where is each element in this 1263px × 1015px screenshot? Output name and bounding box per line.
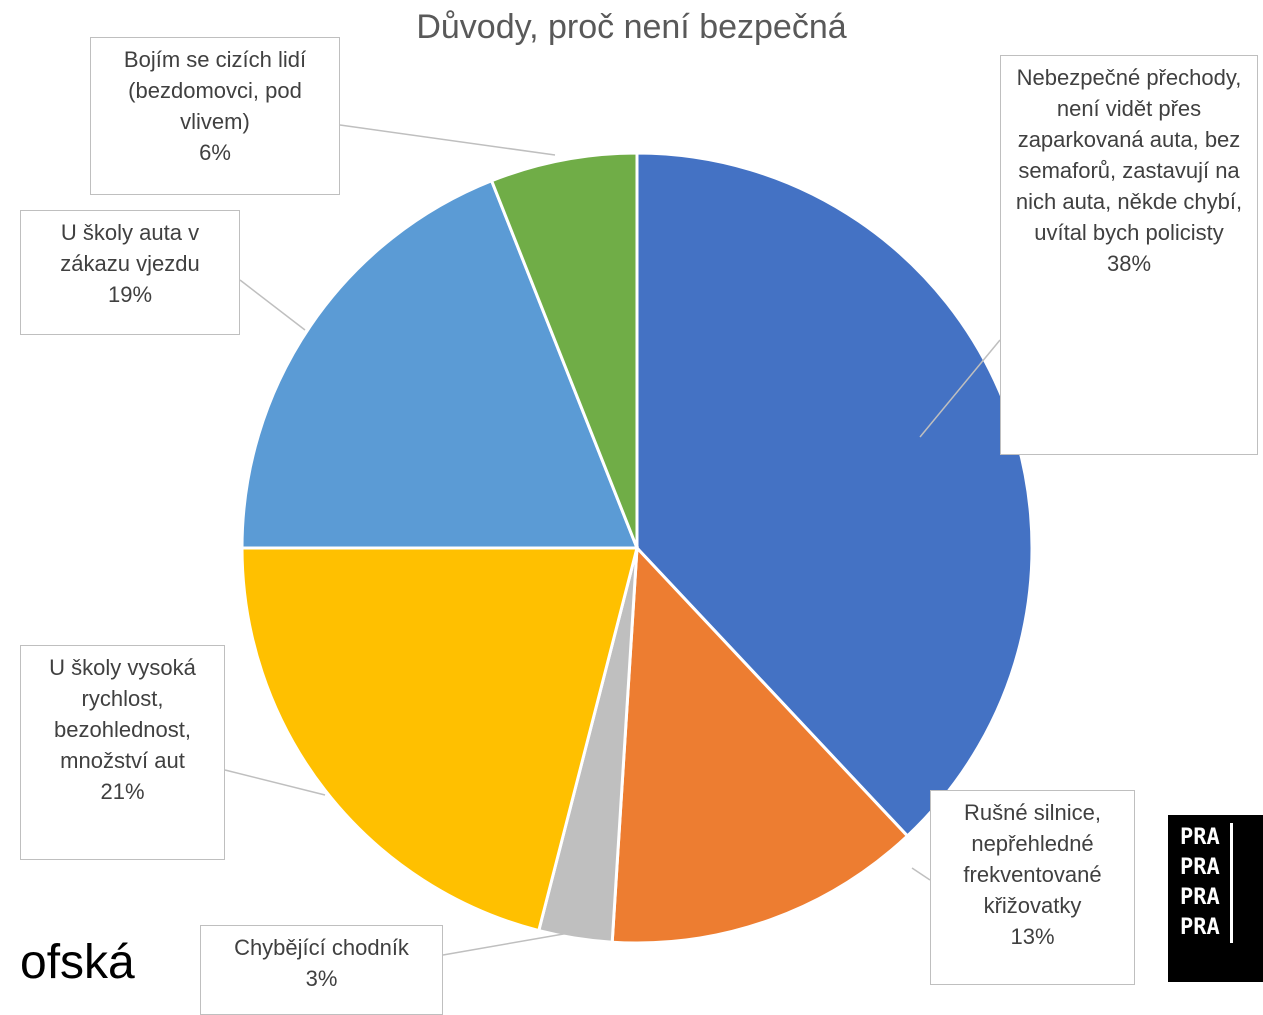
pie-slice: [240, 178, 640, 550]
leader-line: [911, 867, 931, 881]
value-label: 13%: [1010, 924, 1055, 949]
logo-line: PRA: [1180, 913, 1233, 943]
data-label: U školy vysoká rychlost, bezohlednost, m…: [20, 645, 225, 860]
leader-line: [339, 124, 556, 156]
value-label: 21%: [100, 779, 145, 804]
value-label: 3%: [305, 966, 338, 991]
data-label: Chybějící chodník 3%: [200, 925, 443, 1015]
category-label: Chybějící chodník: [234, 935, 409, 960]
fragment-text: ofská: [20, 936, 135, 989]
category-label: U školy auta v zákazu vjezdu: [60, 220, 200, 276]
category-label: Bojím se cizích lidí (bezdomovci, pod vl…: [123, 47, 307, 134]
pie-slice: [610, 544, 910, 945]
category-label: Nebezpečné přechody, není vidět přes zap…: [1015, 65, 1243, 245]
data-label: U školy auta v zákazu vjezdu 19%: [20, 210, 240, 335]
value-label: 6%: [199, 140, 231, 165]
pie-slice: [240, 546, 639, 933]
pie-slice: [489, 151, 639, 549]
data-label: Nebezpečné přechody, není vidět přes zap…: [1000, 55, 1258, 455]
leader-line: [239, 279, 306, 331]
category-label: Rušné silnice, nepřehledné frekventované…: [963, 800, 1102, 918]
data-label: Rušné silnice, nepřehledné frekventované…: [930, 790, 1135, 985]
category-label: U školy vysoká rychlost, bezohlednost, m…: [49, 655, 196, 773]
leader-line: [919, 339, 1001, 438]
chart-title: Důvody, proč není bezpečná: [416, 8, 847, 46]
logo: PRA PRA PRA PRA: [1168, 815, 1263, 982]
logo-line: PRA: [1180, 823, 1233, 853]
value-label: 38%: [1106, 251, 1152, 276]
leader-line: [224, 769, 326, 796]
logo-line: PRA: [1180, 853, 1233, 883]
data-label: Bojím se cizích lidí (bezdomovci, pod vl…: [90, 37, 340, 195]
value-label: 19%: [107, 282, 153, 307]
logo-line: PRA: [1180, 883, 1233, 913]
leader-line: [442, 931, 576, 956]
